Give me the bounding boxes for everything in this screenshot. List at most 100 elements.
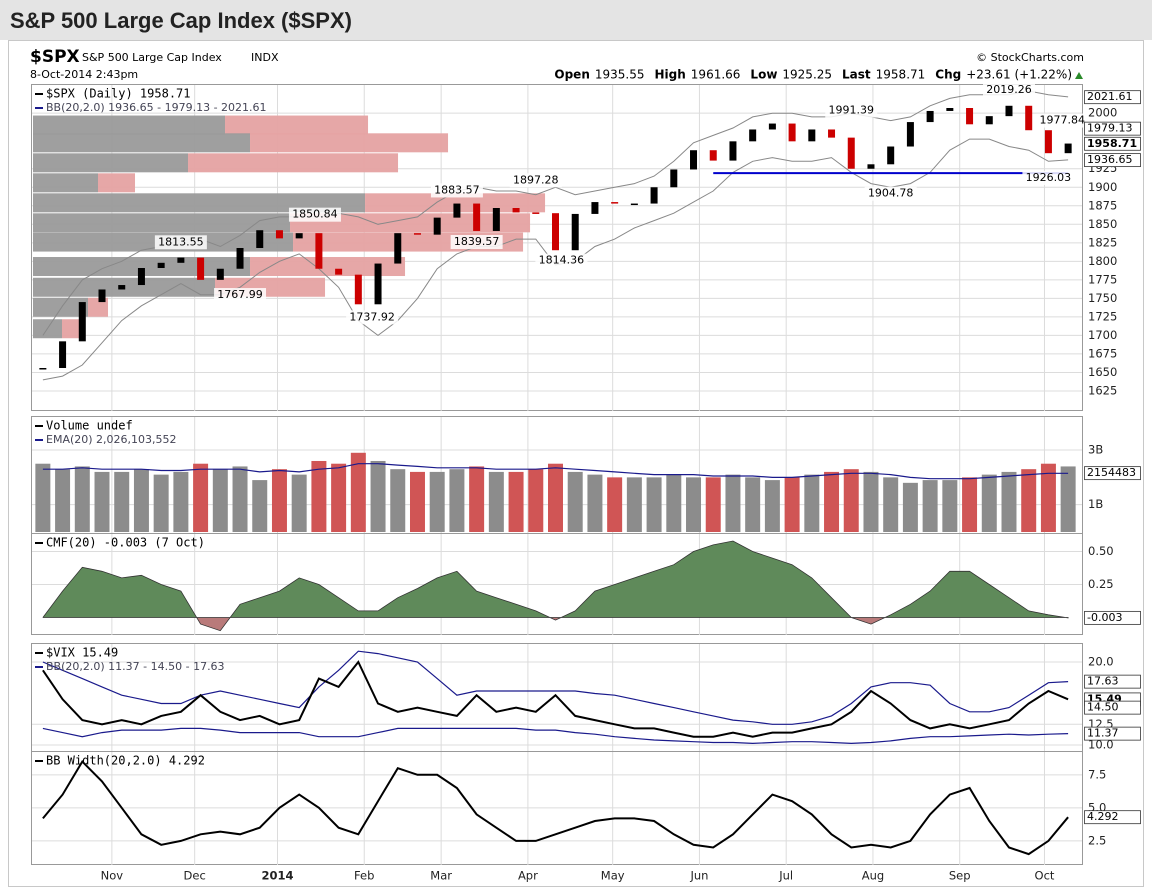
indicator-line — [42, 660, 1069, 738]
volume-bar — [1040, 463, 1056, 532]
volume-bar — [567, 471, 583, 532]
volume-by-price-down — [188, 153, 399, 173]
value-box — [1084, 810, 1141, 825]
candle — [177, 257, 185, 263]
volume-by-price-up — [33, 257, 251, 277]
title-bar — [0, 0, 1152, 40]
volume-bar — [587, 474, 603, 532]
y-tick-label: 1750 — [1088, 291, 1117, 305]
x-tick-label: Nov — [101, 869, 124, 883]
value-box-label: 2021.61 — [1087, 90, 1133, 103]
value-box-label: 4.292 — [1087, 810, 1119, 823]
bb-upper-line — [42, 90, 1069, 336]
volume-bar — [607, 477, 623, 532]
y-tick-label: 2000 — [1088, 106, 1117, 120]
annotation-bg — [825, 103, 878, 118]
y-tick-label: 7.5 — [1088, 767, 1106, 781]
candle — [473, 203, 481, 231]
candle — [650, 187, 658, 204]
candle — [887, 146, 895, 165]
value-box-label: 1979.13 — [1087, 122, 1133, 135]
value-box — [1084, 466, 1141, 481]
value-box — [1084, 610, 1141, 625]
annotation: 1883.57 — [434, 183, 480, 196]
candle — [118, 285, 126, 290]
volume-bar — [390, 469, 406, 532]
y-tick-label: 20.0 — [1088, 654, 1114, 668]
page-title: S&P 500 Large Cap Index ($SPX) — [10, 8, 352, 33]
volume-bar — [942, 480, 958, 532]
volume-bar — [232, 466, 248, 532]
candle — [453, 203, 461, 218]
annotation-bg — [1036, 113, 1089, 128]
quote-value: 1961.66 — [691, 68, 741, 82]
x-tick-label: Mar — [430, 869, 452, 883]
volume-bar — [508, 471, 524, 532]
value-box — [1084, 674, 1141, 689]
candle — [492, 208, 500, 231]
quote-value: +23.61 (+1.22%) — [966, 68, 1072, 82]
annotation-bg — [864, 186, 917, 201]
legend-title: BB Width(20,2.0) 4.292 — [46, 754, 205, 768]
x-tick-label: Sep — [949, 869, 971, 883]
candle — [867, 164, 875, 169]
y-tick-label: 0.50 — [1088, 544, 1114, 558]
candle — [828, 129, 836, 138]
candle — [552, 213, 559, 251]
value-box — [1084, 726, 1141, 741]
x-tick-label: Jun — [689, 869, 708, 883]
x-tick-label: Oct — [1035, 869, 1055, 883]
timestamp: 8-Oct-2014 2:43pm — [30, 68, 138, 81]
value-box-label: 11.37 — [1087, 727, 1119, 740]
x-tick-label: Dec — [184, 869, 206, 883]
quote-label: Chg — [935, 68, 961, 82]
cmf-area-positive — [42, 540, 1069, 618]
x-tick-label: Apr — [518, 869, 538, 883]
volume-bar — [35, 463, 51, 532]
volume-bar — [212, 469, 228, 532]
symbol: $SPX — [30, 47, 80, 67]
annotation: 1813.55 — [158, 235, 204, 248]
candle — [768, 123, 776, 130]
candle — [59, 341, 67, 368]
candle — [295, 233, 303, 239]
volume-bar — [1001, 471, 1017, 532]
volume-by-price-up — [33, 173, 99, 193]
volume-bar — [863, 471, 879, 532]
volume-by-price-down — [250, 257, 406, 277]
x-tick-label: Feb — [354, 869, 374, 883]
y-tick-label: 1B — [1088, 497, 1103, 511]
annotation-bg — [214, 288, 267, 303]
x-tick-label: Aug — [862, 869, 884, 883]
annotation-bg — [154, 235, 207, 250]
annotation: 1991.39 — [829, 104, 875, 117]
volume-bar — [153, 474, 169, 532]
annotation: 1767.99 — [217, 288, 263, 301]
annotation: 1839.57 — [454, 235, 500, 248]
y-tick-label: 1625 — [1088, 383, 1117, 397]
annotation-bg — [450, 235, 503, 250]
candle — [354, 274, 362, 305]
value-box-label: 17.63 — [1087, 675, 1119, 688]
quote-value: 1925.25 — [782, 68, 832, 82]
annotation-bg — [1022, 170, 1075, 185]
candle — [1044, 130, 1052, 154]
bb-lower-line — [42, 727, 1069, 745]
candle — [315, 233, 323, 269]
cmf-area-negative — [42, 617, 1069, 632]
candle — [926, 110, 934, 123]
candle — [413, 233, 421, 235]
volume-bar — [1021, 469, 1037, 532]
volume-bar — [784, 477, 800, 532]
volume-by-price-down — [290, 213, 531, 233]
candle — [98, 289, 106, 303]
y-tick-label: 1875 — [1088, 198, 1117, 212]
annotation-bg — [535, 253, 588, 268]
source: © StockCharts.com — [976, 51, 1084, 64]
candle — [394, 233, 402, 264]
volume-bar — [705, 477, 721, 532]
volume-by-price-down — [98, 173, 136, 193]
y-tick-label: 1725 — [1088, 309, 1117, 323]
